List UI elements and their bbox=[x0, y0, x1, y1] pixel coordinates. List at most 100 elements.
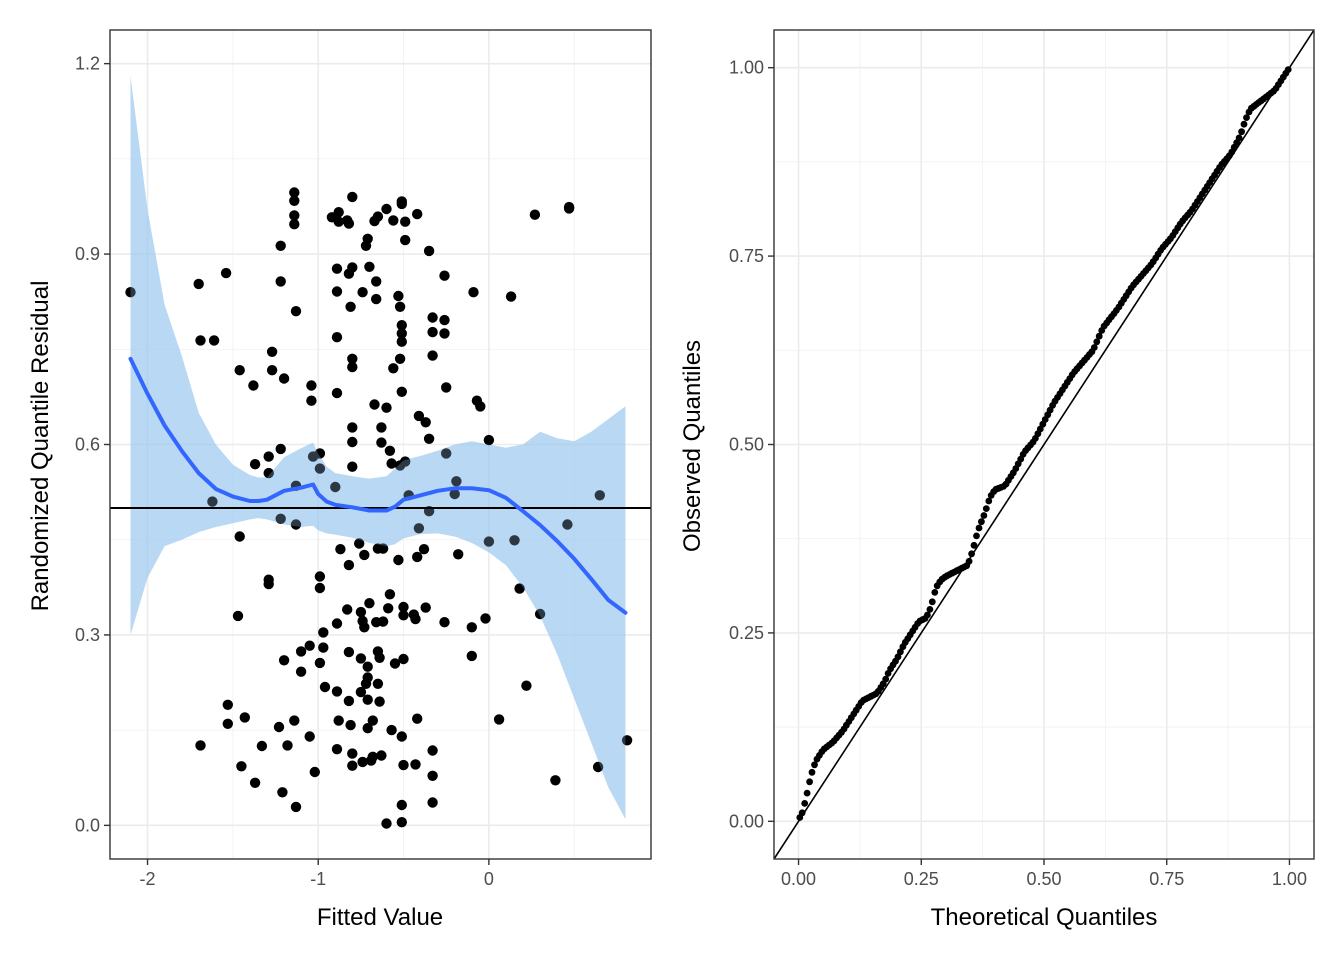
left-y-tick-label: 1.2 bbox=[75, 54, 100, 74]
residual-point bbox=[331, 744, 343, 755]
residual-point bbox=[388, 215, 399, 226]
qq-point bbox=[975, 524, 983, 532]
residual-point bbox=[342, 604, 353, 615]
residual-point bbox=[195, 335, 206, 346]
residual-point bbox=[394, 301, 406, 312]
residual-point bbox=[314, 448, 326, 459]
residual-point bbox=[222, 718, 233, 729]
residual-point bbox=[359, 549, 370, 561]
residual-point bbox=[372, 678, 384, 689]
residual-point bbox=[471, 395, 483, 406]
residual-point bbox=[331, 686, 343, 697]
residual-point bbox=[398, 601, 409, 613]
residual-point bbox=[439, 328, 450, 339]
residual-point bbox=[592, 761, 604, 773]
residual-point bbox=[222, 699, 233, 710]
residual-point bbox=[304, 640, 315, 651]
residual-point bbox=[381, 203, 392, 215]
residual-point bbox=[236, 761, 247, 772]
identity-line bbox=[774, 30, 1314, 859]
residual-point bbox=[355, 653, 367, 664]
residual-point bbox=[521, 680, 532, 691]
residual-point bbox=[367, 751, 378, 762]
residual-point bbox=[314, 657, 326, 669]
residual-point bbox=[275, 443, 286, 455]
residual-point bbox=[371, 617, 382, 628]
residual-point bbox=[394, 460, 406, 471]
residual-point bbox=[400, 216, 411, 227]
residual-point bbox=[289, 195, 300, 206]
qq-point bbox=[1240, 120, 1248, 128]
residual-point bbox=[331, 387, 343, 399]
residual-point bbox=[376, 437, 387, 448]
residual-point bbox=[393, 554, 404, 566]
residual-point bbox=[333, 207, 344, 218]
residual-point bbox=[319, 681, 331, 693]
residual-point bbox=[396, 336, 407, 347]
residual-point bbox=[412, 208, 423, 220]
residual-point bbox=[318, 642, 329, 653]
residual-point bbox=[347, 361, 358, 373]
residual-point bbox=[413, 523, 425, 534]
residual-point bbox=[384, 445, 396, 456]
residual-point bbox=[362, 723, 373, 734]
residual-point bbox=[266, 346, 278, 357]
residual-point bbox=[125, 287, 136, 298]
residual-point bbox=[386, 458, 397, 469]
smooth-line bbox=[128, 356, 628, 615]
residual-point bbox=[289, 715, 300, 726]
residual-point bbox=[347, 436, 358, 448]
residual-point bbox=[372, 211, 384, 222]
residual-point bbox=[355, 686, 367, 698]
residual-point bbox=[362, 694, 373, 705]
residual-point bbox=[374, 696, 385, 707]
residual-point bbox=[263, 467, 274, 479]
residual-point bbox=[381, 402, 392, 413]
residual-point bbox=[396, 198, 407, 210]
residual-point bbox=[449, 488, 460, 500]
residual-point bbox=[239, 712, 250, 723]
right-x-axis-title: Theoretical Quantiles bbox=[931, 904, 1158, 931]
qq-point bbox=[965, 557, 973, 565]
left-x-axis-title: Fitted Value bbox=[317, 904, 443, 931]
residual-point bbox=[304, 731, 315, 742]
left-y-tick-label: 0.6 bbox=[75, 435, 100, 455]
residual-point bbox=[396, 328, 407, 339]
qq-point bbox=[973, 532, 980, 540]
left-plot-area bbox=[110, 76, 651, 829]
right-x-tick-label: 1.00 bbox=[1272, 869, 1307, 889]
residual-point bbox=[220, 267, 232, 279]
qq-point bbox=[1090, 344, 1098, 351]
residual-point bbox=[314, 582, 326, 594]
qq-point bbox=[1243, 114, 1250, 121]
residual-point bbox=[423, 245, 435, 257]
residual-point bbox=[412, 713, 423, 724]
right-y-tick-label: 0.00 bbox=[729, 811, 764, 831]
qq-point bbox=[803, 789, 811, 797]
residual-point bbox=[427, 745, 438, 756]
left-x-tick-label: -2 bbox=[140, 869, 156, 889]
left-x-tick-label: 0 bbox=[484, 869, 494, 889]
qq-point bbox=[808, 768, 816, 776]
qq-point bbox=[1284, 66, 1292, 73]
residual-point bbox=[412, 551, 423, 563]
residual-vs-fitted-panel: -2 -1 0 0.0 0.3 0.6 0.9 1.2 bbox=[75, 29, 652, 889]
residual-point bbox=[427, 326, 438, 338]
qq-point bbox=[1238, 128, 1245, 136]
residual-point bbox=[420, 602, 431, 613]
residual-point bbox=[331, 332, 343, 343]
residual-point bbox=[410, 759, 421, 770]
residual-point bbox=[357, 756, 368, 768]
qq-point bbox=[798, 809, 806, 817]
residual-point bbox=[275, 513, 286, 524]
residual-point bbox=[331, 286, 343, 297]
residual-point bbox=[248, 380, 259, 391]
residual-point bbox=[347, 353, 358, 364]
qq-point bbox=[978, 518, 985, 526]
qq-point bbox=[1093, 338, 1101, 346]
residual-point bbox=[420, 417, 431, 428]
residual-point bbox=[330, 481, 341, 493]
residual-point bbox=[534, 608, 546, 620]
residual-point bbox=[360, 240, 372, 251]
residual-point bbox=[410, 613, 421, 625]
